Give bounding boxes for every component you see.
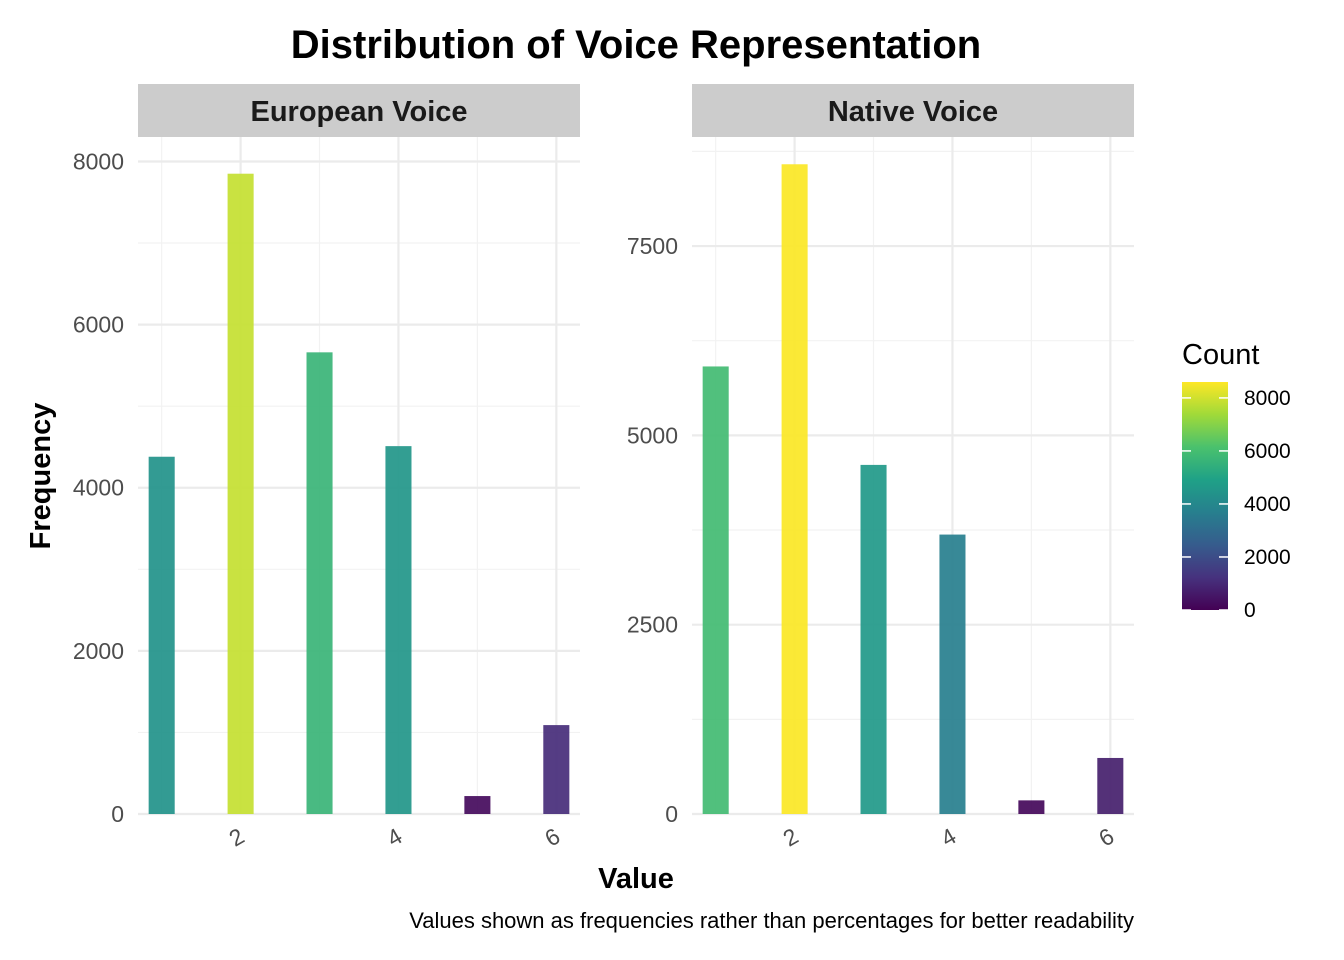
bar <box>1018 800 1045 814</box>
y-tick-label: 4000 <box>73 475 124 501</box>
bar <box>385 446 412 814</box>
bar <box>939 534 966 814</box>
bar <box>860 464 887 814</box>
x-tick-label: 4 <box>382 823 406 852</box>
facet-strip <box>692 84 1134 137</box>
x-axis-title: Value <box>598 863 674 895</box>
legend-tick-label: 8000 <box>1244 387 1291 410</box>
facet-panel: European Voice 0 2000 4000 6000 8000 2 4 6 <box>73 84 580 852</box>
bar <box>543 725 570 814</box>
y-tick-label: 8000 <box>73 148 124 174</box>
x-tick-label: 2 <box>779 823 803 852</box>
facet-panel: Native Voice 0 2500 5000 7500 2 4 6 <box>627 84 1134 852</box>
y-tick-label: 5000 <box>627 422 678 448</box>
bar <box>1097 757 1124 814</box>
bar <box>306 352 333 814</box>
legend-title: Count <box>1182 339 1259 371</box>
bar <box>702 366 729 814</box>
y-tick-label: 6000 <box>73 312 124 338</box>
legend-tick-label: 0 <box>1244 599 1256 622</box>
chart-caption: Values shown as frequencies rather than … <box>409 908 1134 933</box>
x-tick-label: 4 <box>936 823 960 852</box>
facet-strip-label: Native Voice <box>828 96 998 128</box>
bar <box>781 164 808 815</box>
facet-strip-label: European Voice <box>250 96 467 128</box>
x-tick-label: 6 <box>1094 823 1118 852</box>
color-legend: Count 0 2000 4000 6000 8000 <box>1182 339 1291 622</box>
chart-title: Distribution of Voice Representation <box>291 23 981 67</box>
legend-tick-label: 6000 <box>1244 440 1291 463</box>
bar <box>148 456 175 814</box>
legend-tick-label: 4000 <box>1244 493 1291 516</box>
legend-ticks: 0 2000 4000 6000 8000 <box>1182 387 1291 622</box>
bar <box>464 796 491 814</box>
bar <box>227 173 254 814</box>
y-tick-label: 2000 <box>73 638 124 664</box>
legend-tick-label: 2000 <box>1244 546 1291 569</box>
x-tick-label: 6 <box>540 823 564 852</box>
legend-colorbar <box>1182 382 1228 610</box>
y-tick-label: 7500 <box>627 233 678 259</box>
x-tick-label: 2 <box>225 823 249 852</box>
facet-strip <box>138 84 580 137</box>
y-tick-label: 0 <box>111 801 124 827</box>
y-tick-label: 0 <box>665 801 678 827</box>
y-axis-title: Frequency <box>25 403 57 550</box>
y-tick-label: 2500 <box>627 612 678 638</box>
